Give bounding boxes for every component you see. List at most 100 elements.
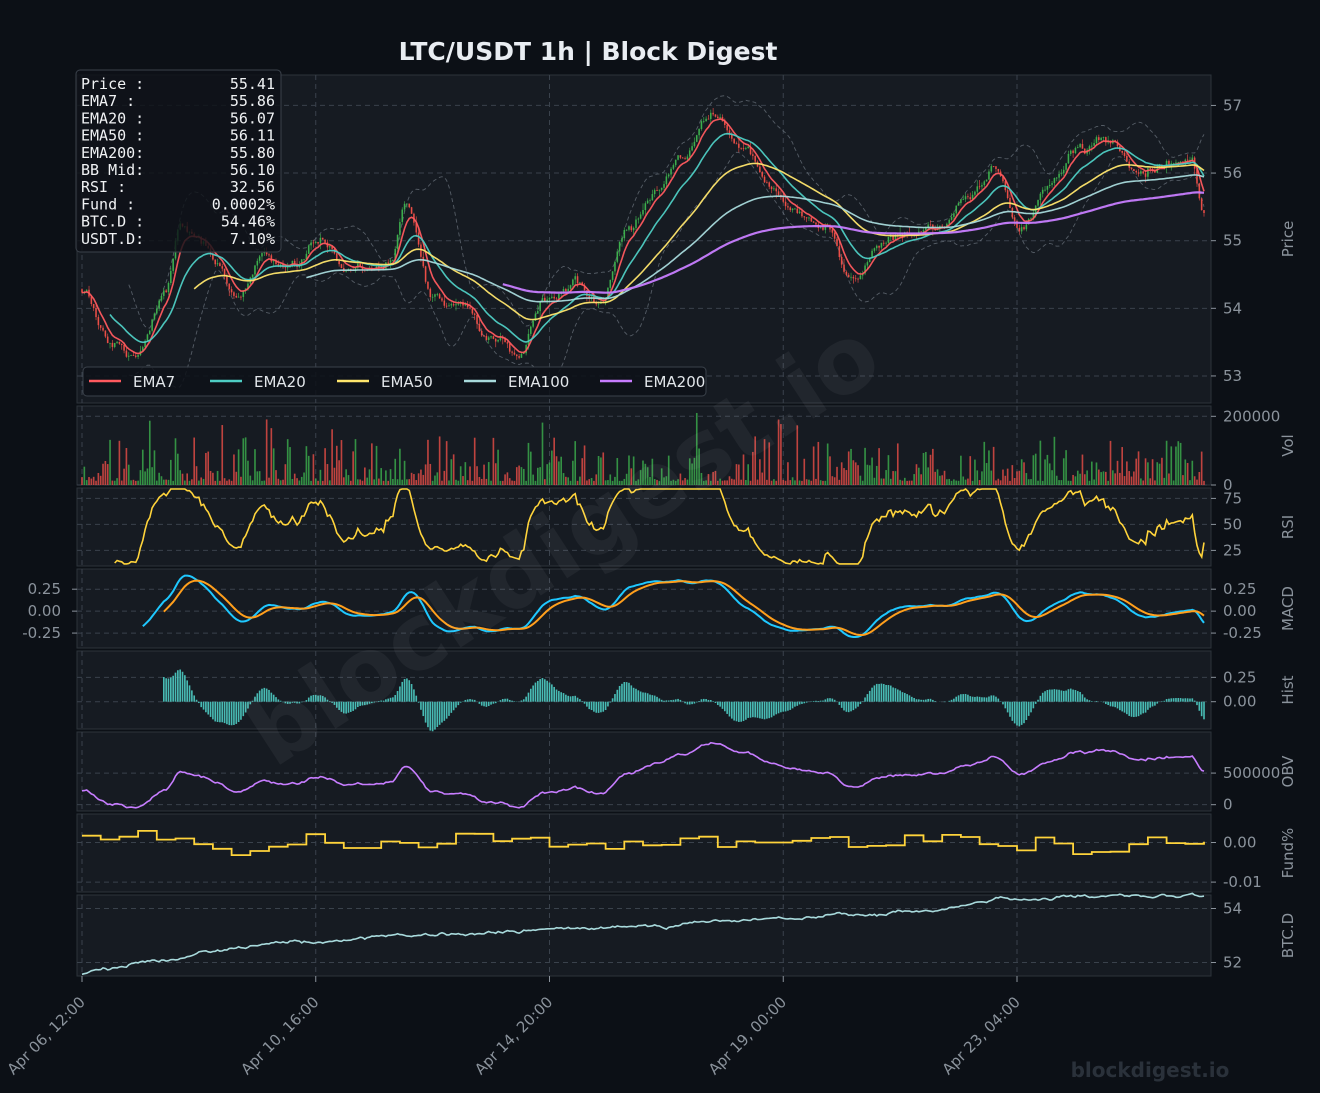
hist-bar — [957, 695, 960, 702]
candle-body — [1133, 169, 1135, 171]
candle-body — [833, 232, 836, 239]
candle-body — [1097, 137, 1100, 140]
volume-bar — [195, 466, 198, 485]
hist-bar — [188, 685, 191, 702]
hist-bar — [1039, 695, 1042, 702]
candle-body — [293, 260, 296, 264]
candle-body — [125, 350, 128, 357]
hist-bar — [562, 693, 565, 702]
volume-bar — [1114, 473, 1116, 485]
volume-bar — [422, 474, 425, 485]
hist-bar — [953, 698, 955, 702]
candle-body — [670, 168, 672, 175]
candle-body — [777, 191, 780, 195]
hist-bar — [448, 701, 450, 716]
hist-bar — [843, 701, 845, 711]
candle-body — [990, 166, 993, 172]
hist-bar — [438, 701, 441, 725]
candle-body — [733, 138, 735, 144]
candle-body — [1137, 172, 1140, 174]
y-tick-label: 53 — [1223, 367, 1242, 385]
hist-bar — [1119, 701, 1121, 711]
volume-bar — [1177, 441, 1180, 485]
candle-body — [170, 270, 172, 284]
candle-body — [1198, 183, 1201, 199]
volume-bar — [321, 480, 324, 485]
volume-bar — [342, 477, 345, 485]
volume-bar — [978, 480, 981, 485]
candle-body — [464, 304, 467, 306]
volume-bar — [1037, 480, 1039, 485]
candle-body — [228, 283, 231, 290]
volume-bar — [871, 457, 873, 485]
volume-bar — [677, 479, 679, 485]
volume-bar — [354, 439, 357, 485]
hist-bar — [1044, 691, 1046, 702]
candle-body — [667, 174, 670, 177]
hist-bar — [1079, 691, 1081, 702]
y-tick-label: 75 — [1223, 489, 1242, 507]
hist-bar — [296, 701, 298, 704]
hist-bar — [969, 696, 972, 702]
volume-bar — [102, 463, 104, 485]
volume-bar — [314, 478, 317, 485]
volume-bar — [939, 475, 941, 485]
candle-body — [153, 313, 156, 320]
volume-bar — [864, 447, 866, 485]
hist-bar — [186, 680, 189, 702]
hist-bar — [1065, 690, 1067, 702]
volume-bar — [511, 480, 513, 485]
candle-body — [1030, 218, 1032, 220]
candle-body — [766, 182, 768, 184]
volume-bar — [415, 480, 418, 485]
volume-bar — [172, 480, 174, 485]
hist-bar — [464, 699, 467, 702]
hist-bar — [628, 682, 630, 702]
info-label: Price : — [81, 75, 144, 93]
volume-bar — [1044, 459, 1046, 485]
volume-bar — [632, 456, 635, 485]
candle-body — [723, 121, 726, 125]
volume-bar — [424, 464, 427, 485]
candle-body — [677, 155, 679, 160]
candle-body — [275, 260, 277, 264]
hist-bar — [576, 697, 579, 702]
hist-bar — [457, 701, 460, 706]
hist-bar — [798, 701, 801, 705]
hist-bar — [424, 701, 427, 723]
hist-bar — [226, 701, 228, 725]
volume-bar — [745, 480, 747, 485]
hist-bar — [1018, 701, 1021, 727]
hist-bar — [667, 700, 670, 702]
hist-bar — [1011, 701, 1014, 721]
candle-body — [455, 304, 457, 306]
volume-bar — [335, 445, 338, 485]
y-axis-label-funding: Fund% — [1279, 828, 1297, 879]
volume-bar — [1168, 473, 1170, 485]
hist-bar — [1123, 701, 1126, 713]
volume-bar — [553, 437, 555, 485]
volume-bar — [925, 451, 927, 485]
candle-body — [303, 259, 305, 261]
volume-bar — [646, 467, 649, 485]
volume-bar — [707, 474, 710, 485]
candle-body — [97, 317, 100, 326]
volume-bar — [1097, 469, 1100, 485]
volume-bar — [861, 480, 864, 485]
candle-body — [99, 325, 102, 328]
candle-body — [137, 355, 139, 357]
candle-body — [1076, 147, 1079, 148]
hist-bar — [712, 701, 714, 702]
candle-body — [569, 285, 572, 289]
volume-bar — [733, 479, 735, 485]
hist-bar — [745, 701, 747, 720]
candle-body — [403, 203, 406, 210]
candle-body — [808, 217, 810, 219]
volume-bar — [1046, 454, 1049, 485]
candle-body — [132, 354, 135, 356]
volume-bar — [913, 474, 915, 485]
candle-body — [134, 355, 137, 357]
volume-bar — [1116, 460, 1119, 485]
hist-bar — [359, 701, 361, 706]
volume-bar — [726, 480, 728, 485]
